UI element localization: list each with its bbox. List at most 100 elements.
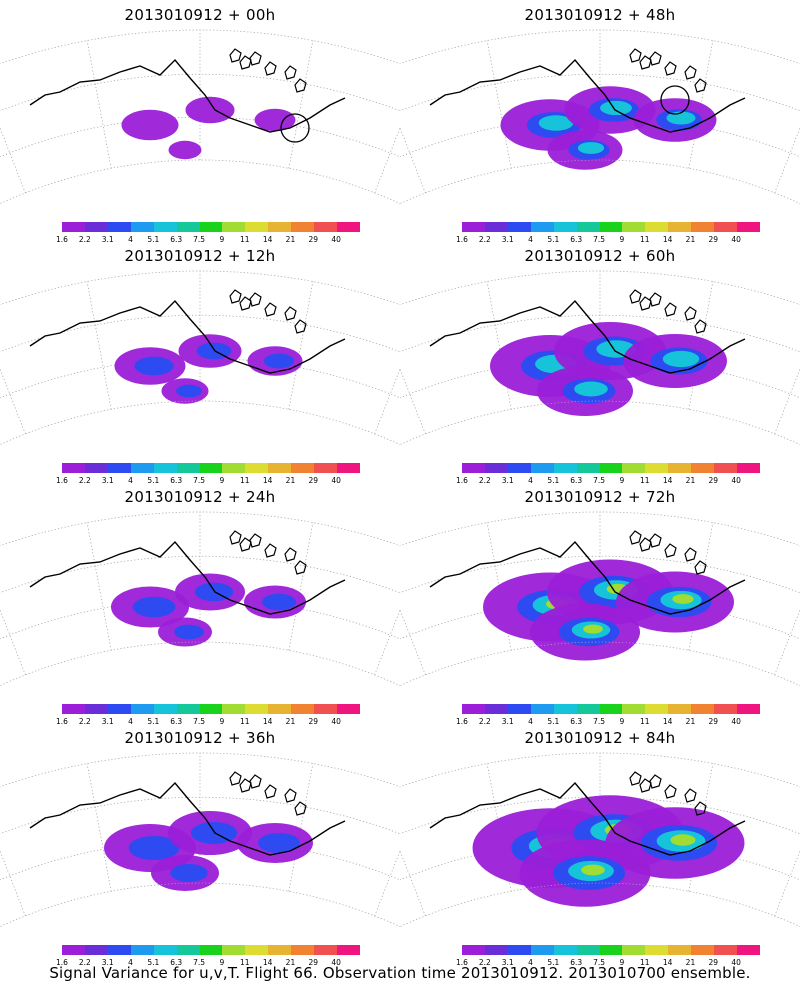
- colorbar-tick-label: 3.1: [101, 717, 114, 726]
- colorbar-swatch: [291, 704, 315, 714]
- colorbar-tick-label: 9: [619, 717, 625, 726]
- colorbar-tick-label: 21: [685, 958, 696, 967]
- colorbar-tick-label: 9: [619, 958, 625, 967]
- colorbar-swatch: [62, 704, 85, 714]
- variance-field: [111, 573, 306, 647]
- arctic-islands: [629, 530, 707, 575]
- colorbar-tick-label: 40: [331, 717, 341, 726]
- colorbar-tick-label: 1.6: [456, 958, 468, 967]
- colorbar-swatch: [153, 222, 177, 232]
- colorbar-tick-label: 29: [308, 235, 319, 244]
- colorbar-swatch: [530, 945, 554, 955]
- colorbar-tick-label: 14: [662, 235, 673, 244]
- colorbar-tick-label: 21: [685, 235, 696, 244]
- colorbar-tick-label: 29: [708, 476, 719, 485]
- variance-field: [121, 96, 296, 160]
- forecast-panel: 2013010912 + 60h 1.6 2.2 3.1 4 5.1 6.3 7.5 9 11 14…: [400, 241, 800, 485]
- coastline: [29, 781, 346, 856]
- colorbar-swatch: [691, 945, 715, 955]
- colorbar-tick-label: 11: [639, 958, 650, 967]
- colorbar-swatch: [737, 463, 760, 473]
- colorbar-tick-label: 9: [219, 958, 225, 967]
- colorbar-tick-label: 40: [331, 958, 341, 967]
- colorbar-tick-label: 9: [619, 476, 625, 485]
- colorbar-swatch: [222, 463, 246, 473]
- colorbar-swatch: [668, 463, 692, 473]
- colorbar-labels: 1.6 2.2 3.1 4 5.1 6.3 7.5 9 11 14 21 29 40: [456, 717, 760, 727]
- colorbar-swatch: [245, 704, 269, 714]
- colorbar-tick-label: 14: [262, 958, 273, 967]
- colorbar-swatch: [576, 463, 600, 473]
- colorbar-swatch: [462, 463, 485, 473]
- colorbar-swatch: [107, 463, 131, 473]
- colorbar-tick-label: 7.5: [593, 958, 606, 967]
- colorbar-swatch: [314, 945, 338, 955]
- panel-title: 2013010912 + 36h: [124, 729, 276, 747]
- panel-grid: 2013010912 + 00h 1.6 2.2 3.1 4 5.1 6.3 7.5 9 11 14…: [0, 0, 800, 967]
- colorbar-tick-label: 2.2: [78, 476, 91, 485]
- colorbar-swatch: [714, 704, 738, 714]
- colorbar-tick-label: 6.3: [170, 717, 183, 726]
- colorbar-tick-label: 29: [308, 476, 319, 485]
- colorbar-tick-label: 7.5: [593, 476, 606, 485]
- colorbar-tick-label: 40: [331, 235, 341, 244]
- colorbar-tick-label: 9: [219, 476, 225, 485]
- colorbar-swatch: [530, 463, 554, 473]
- colorbar-swatch: [622, 222, 646, 232]
- colorbar-tick-label: 5.1: [547, 958, 560, 967]
- colorbar-swatch: [507, 222, 531, 232]
- colorbar-swatch: [176, 222, 200, 232]
- colorbar-swatch: [130, 945, 154, 955]
- forecast-panel: 2013010912 + 24h 1.6 2.2 3.1 4 5.1 6.3 7.5 9 11 14…: [0, 482, 400, 726]
- colorbar-swatch: [645, 222, 669, 232]
- colorbar-swatch: [599, 704, 623, 714]
- colorbar-tick-label: 1.6: [456, 235, 468, 244]
- colorbar-swatch: [484, 704, 508, 714]
- colorbar-swatch: [553, 463, 577, 473]
- colorbar-swatch: [130, 463, 154, 473]
- colorbar-tick-label: 7.5: [193, 958, 206, 967]
- colorbar-tick-label: 5.1: [147, 235, 160, 244]
- colorbar-tick-label: 3.1: [101, 476, 114, 485]
- colorbar-swatch: [62, 222, 85, 232]
- colorbar-swatch: [622, 704, 646, 714]
- arctic-islands: [229, 289, 307, 334]
- colorbar-tick-label: 6.3: [170, 235, 183, 244]
- colorbar-swatch: [484, 222, 508, 232]
- colorbar-tick-label: 6.3: [570, 958, 583, 967]
- colorbar-swatch: [84, 463, 108, 473]
- forecast-panel: 2013010912 + 48h 1.6 2.2 3.1 4 5.1 6.3 7.5 9 11 14…: [400, 0, 800, 244]
- colorbar-tick-label: 6.3: [170, 476, 183, 485]
- colorbar-tick-label: 9: [219, 235, 225, 244]
- colorbar-tick-label: 5.1: [547, 235, 560, 244]
- colorbar-tick-label: 29: [708, 235, 719, 244]
- colorbar-swatch: [645, 704, 669, 714]
- polar-map: [0, 270, 400, 446]
- colorbar-swatch: [645, 463, 669, 473]
- colorbar-swatch: [668, 222, 692, 232]
- colorbar-swatch: [199, 463, 223, 473]
- panel-title: 2013010912 + 00h: [124, 6, 276, 24]
- colorbar-tick-label: 2.2: [478, 476, 491, 485]
- colorbar-swatch: [314, 463, 338, 473]
- colorbar-swatch: [130, 704, 154, 714]
- colorbar-swatch: [599, 463, 623, 473]
- colorbar-swatch: [268, 704, 292, 714]
- colorbar-tick-label: 14: [262, 235, 273, 244]
- colorbar-tick-label: 11: [639, 717, 650, 726]
- colorbar: [62, 945, 360, 955]
- colorbar-swatch: [107, 222, 131, 232]
- colorbar-swatch: [737, 222, 760, 232]
- colorbar-tick-label: 2.2: [478, 717, 491, 726]
- colorbar-tick-label: 40: [731, 717, 741, 726]
- colorbar: [62, 704, 360, 714]
- coastline: [29, 540, 346, 615]
- colorbar-tick-label: 21: [685, 476, 696, 485]
- colorbar-swatch: [553, 945, 577, 955]
- colorbar-tick-label: 2.2: [78, 717, 91, 726]
- colorbar-swatch: [62, 945, 85, 955]
- colorbar-tick-label: 3.1: [501, 717, 514, 726]
- forecast-panel: 2013010912 + 36h 1.6 2.2 3.1 4 5.1 6.3 7.5 9 11 14…: [0, 723, 400, 967]
- colorbar-tick-label: 29: [308, 958, 319, 967]
- colorbar-tick-label: 14: [662, 958, 673, 967]
